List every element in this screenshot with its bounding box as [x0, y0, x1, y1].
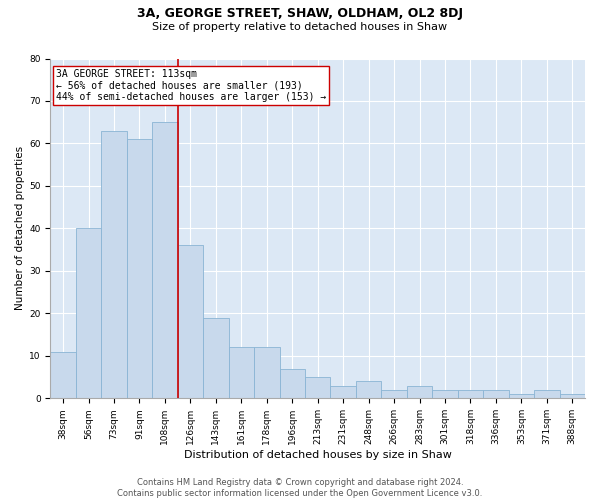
Bar [203, 318, 229, 398]
Bar [560, 394, 585, 398]
Bar [280, 368, 305, 398]
Bar [229, 348, 254, 399]
Text: Contains HM Land Registry data © Crown copyright and database right 2024.
Contai: Contains HM Land Registry data © Crown c… [118, 478, 482, 498]
Text: 3A, GEORGE STREET, SHAW, OLDHAM, OL2 8DJ: 3A, GEORGE STREET, SHAW, OLDHAM, OL2 8DJ [137, 8, 463, 20]
Bar [152, 122, 178, 398]
Bar [534, 390, 560, 398]
Bar [101, 130, 127, 398]
Bar [509, 394, 534, 398]
Bar [407, 386, 432, 398]
Text: 3A GEORGE STREET: 113sqm
← 56% of detached houses are smaller (193)
44% of semi-: 3A GEORGE STREET: 113sqm ← 56% of detach… [56, 68, 326, 102]
Bar [432, 390, 458, 398]
Y-axis label: Number of detached properties: Number of detached properties [15, 146, 25, 310]
Bar [483, 390, 509, 398]
Bar [50, 352, 76, 399]
Bar [458, 390, 483, 398]
X-axis label: Distribution of detached houses by size in Shaw: Distribution of detached houses by size … [184, 450, 452, 460]
Bar [305, 377, 331, 398]
Bar [331, 386, 356, 398]
Bar [127, 139, 152, 398]
Bar [178, 246, 203, 398]
Bar [254, 348, 280, 399]
Bar [76, 228, 101, 398]
Bar [382, 390, 407, 398]
Text: Size of property relative to detached houses in Shaw: Size of property relative to detached ho… [152, 22, 448, 32]
Bar [356, 382, 382, 398]
